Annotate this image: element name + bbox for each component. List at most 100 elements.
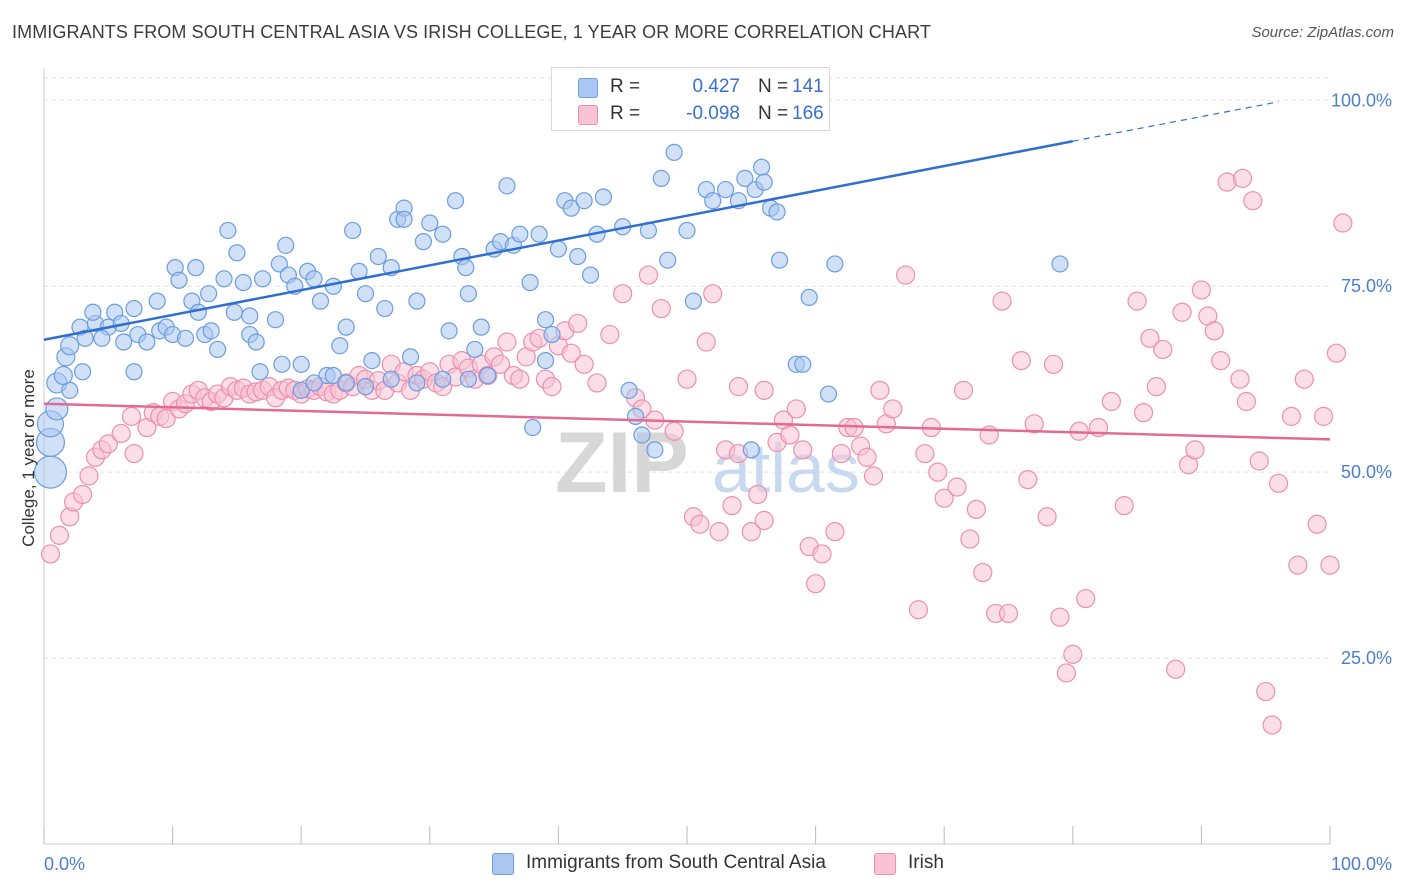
data-point xyxy=(511,225,529,243)
data-point xyxy=(1172,302,1192,322)
data-point xyxy=(562,199,580,217)
data-point xyxy=(1230,369,1250,389)
data-point xyxy=(421,214,439,232)
data-point xyxy=(187,259,205,277)
data-point xyxy=(651,298,671,319)
data-point xyxy=(536,311,555,329)
data-point xyxy=(1320,555,1340,575)
data-point xyxy=(794,355,812,373)
data-point xyxy=(1185,440,1205,460)
legend-n-label: N = xyxy=(758,76,789,97)
data-point xyxy=(690,514,710,534)
data-point xyxy=(434,225,452,243)
data-point xyxy=(292,381,310,399)
data-point xyxy=(331,337,349,355)
data-point xyxy=(542,377,562,397)
data-point xyxy=(234,273,252,292)
data-point xyxy=(148,292,166,310)
y-axis-label: College, 1 year or more xyxy=(19,369,38,547)
data-point xyxy=(742,441,760,459)
tick-labels: 25.0% 50.0% 75.0% 100.0% 0.0% 100.0% xyxy=(44,90,1392,874)
x-tick-label: 100.0% xyxy=(1331,854,1392,874)
trendline-blue xyxy=(43,139,1074,342)
legend-r-value: -0.098 xyxy=(686,103,740,124)
data-point xyxy=(497,332,517,352)
data-point xyxy=(793,440,813,460)
data-point xyxy=(646,441,664,459)
data-point xyxy=(1211,351,1231,371)
data-point xyxy=(247,333,265,351)
data-point xyxy=(574,354,594,374)
data-point xyxy=(524,418,542,437)
data-point xyxy=(1024,414,1044,434)
data-point xyxy=(825,522,845,542)
legend-n-value: 166 xyxy=(792,103,824,124)
data-point xyxy=(176,329,195,347)
data-point xyxy=(1063,644,1083,664)
data-point xyxy=(98,434,118,454)
data-point xyxy=(722,496,742,516)
data-point xyxy=(466,340,484,359)
data-point xyxy=(1232,168,1253,188)
data-point xyxy=(395,210,413,228)
data-point xyxy=(72,484,93,505)
data-point xyxy=(587,373,607,393)
data-point xyxy=(768,203,786,221)
data-point xyxy=(219,221,237,240)
data-point xyxy=(138,333,156,351)
data-point xyxy=(1114,496,1134,516)
data-point xyxy=(805,574,826,594)
data-point xyxy=(857,447,877,467)
data-point xyxy=(966,499,986,519)
data-point xyxy=(992,291,1012,311)
data-point xyxy=(696,332,716,352)
data-point xyxy=(401,348,420,366)
watermark: ZIP atlas xyxy=(555,415,860,511)
bottom-legend-label-blue: Immigrants from South Central Asia xyxy=(526,852,826,873)
data-point xyxy=(1288,555,1308,575)
data-point xyxy=(170,271,188,289)
data-point xyxy=(575,192,593,210)
data-point xyxy=(202,322,220,340)
data-point xyxy=(678,221,696,240)
data-point xyxy=(33,455,68,489)
data-point xyxy=(479,366,497,385)
data-point xyxy=(716,180,735,199)
data-point xyxy=(863,466,884,486)
data-point xyxy=(215,270,233,288)
data-point xyxy=(93,329,111,347)
data-point xyxy=(684,292,703,310)
data-point xyxy=(84,303,102,321)
data-point xyxy=(1011,351,1031,371)
data-point xyxy=(1018,469,1038,490)
legend-n-value: 141 xyxy=(792,76,824,97)
data-point xyxy=(363,352,381,370)
data-point xyxy=(324,366,342,385)
bottom-legend-swatch-blue xyxy=(492,853,514,875)
data-point xyxy=(73,363,92,381)
data-point xyxy=(780,425,800,445)
legend-swatch-pink xyxy=(578,105,598,125)
data-point xyxy=(819,385,838,403)
data-point xyxy=(633,426,651,444)
legend-n-label: N = xyxy=(758,103,789,124)
x-tick-label: 0.0% xyxy=(44,854,85,874)
data-point xyxy=(704,192,722,210)
data-point xyxy=(311,292,330,310)
data-point xyxy=(998,603,1019,624)
data-point xyxy=(1043,354,1064,374)
data-point xyxy=(953,380,974,400)
data-point xyxy=(111,423,131,444)
data-point xyxy=(568,313,588,334)
data-point xyxy=(812,544,832,564)
data-point xyxy=(490,354,511,374)
data-point xyxy=(638,265,659,285)
data-point xyxy=(770,251,789,269)
data-point xyxy=(1153,339,1173,360)
data-point xyxy=(200,285,218,303)
data-point xyxy=(1262,715,1282,735)
data-point xyxy=(121,406,142,426)
data-point xyxy=(337,374,355,392)
data-point xyxy=(1294,369,1314,389)
data-point xyxy=(125,299,143,318)
